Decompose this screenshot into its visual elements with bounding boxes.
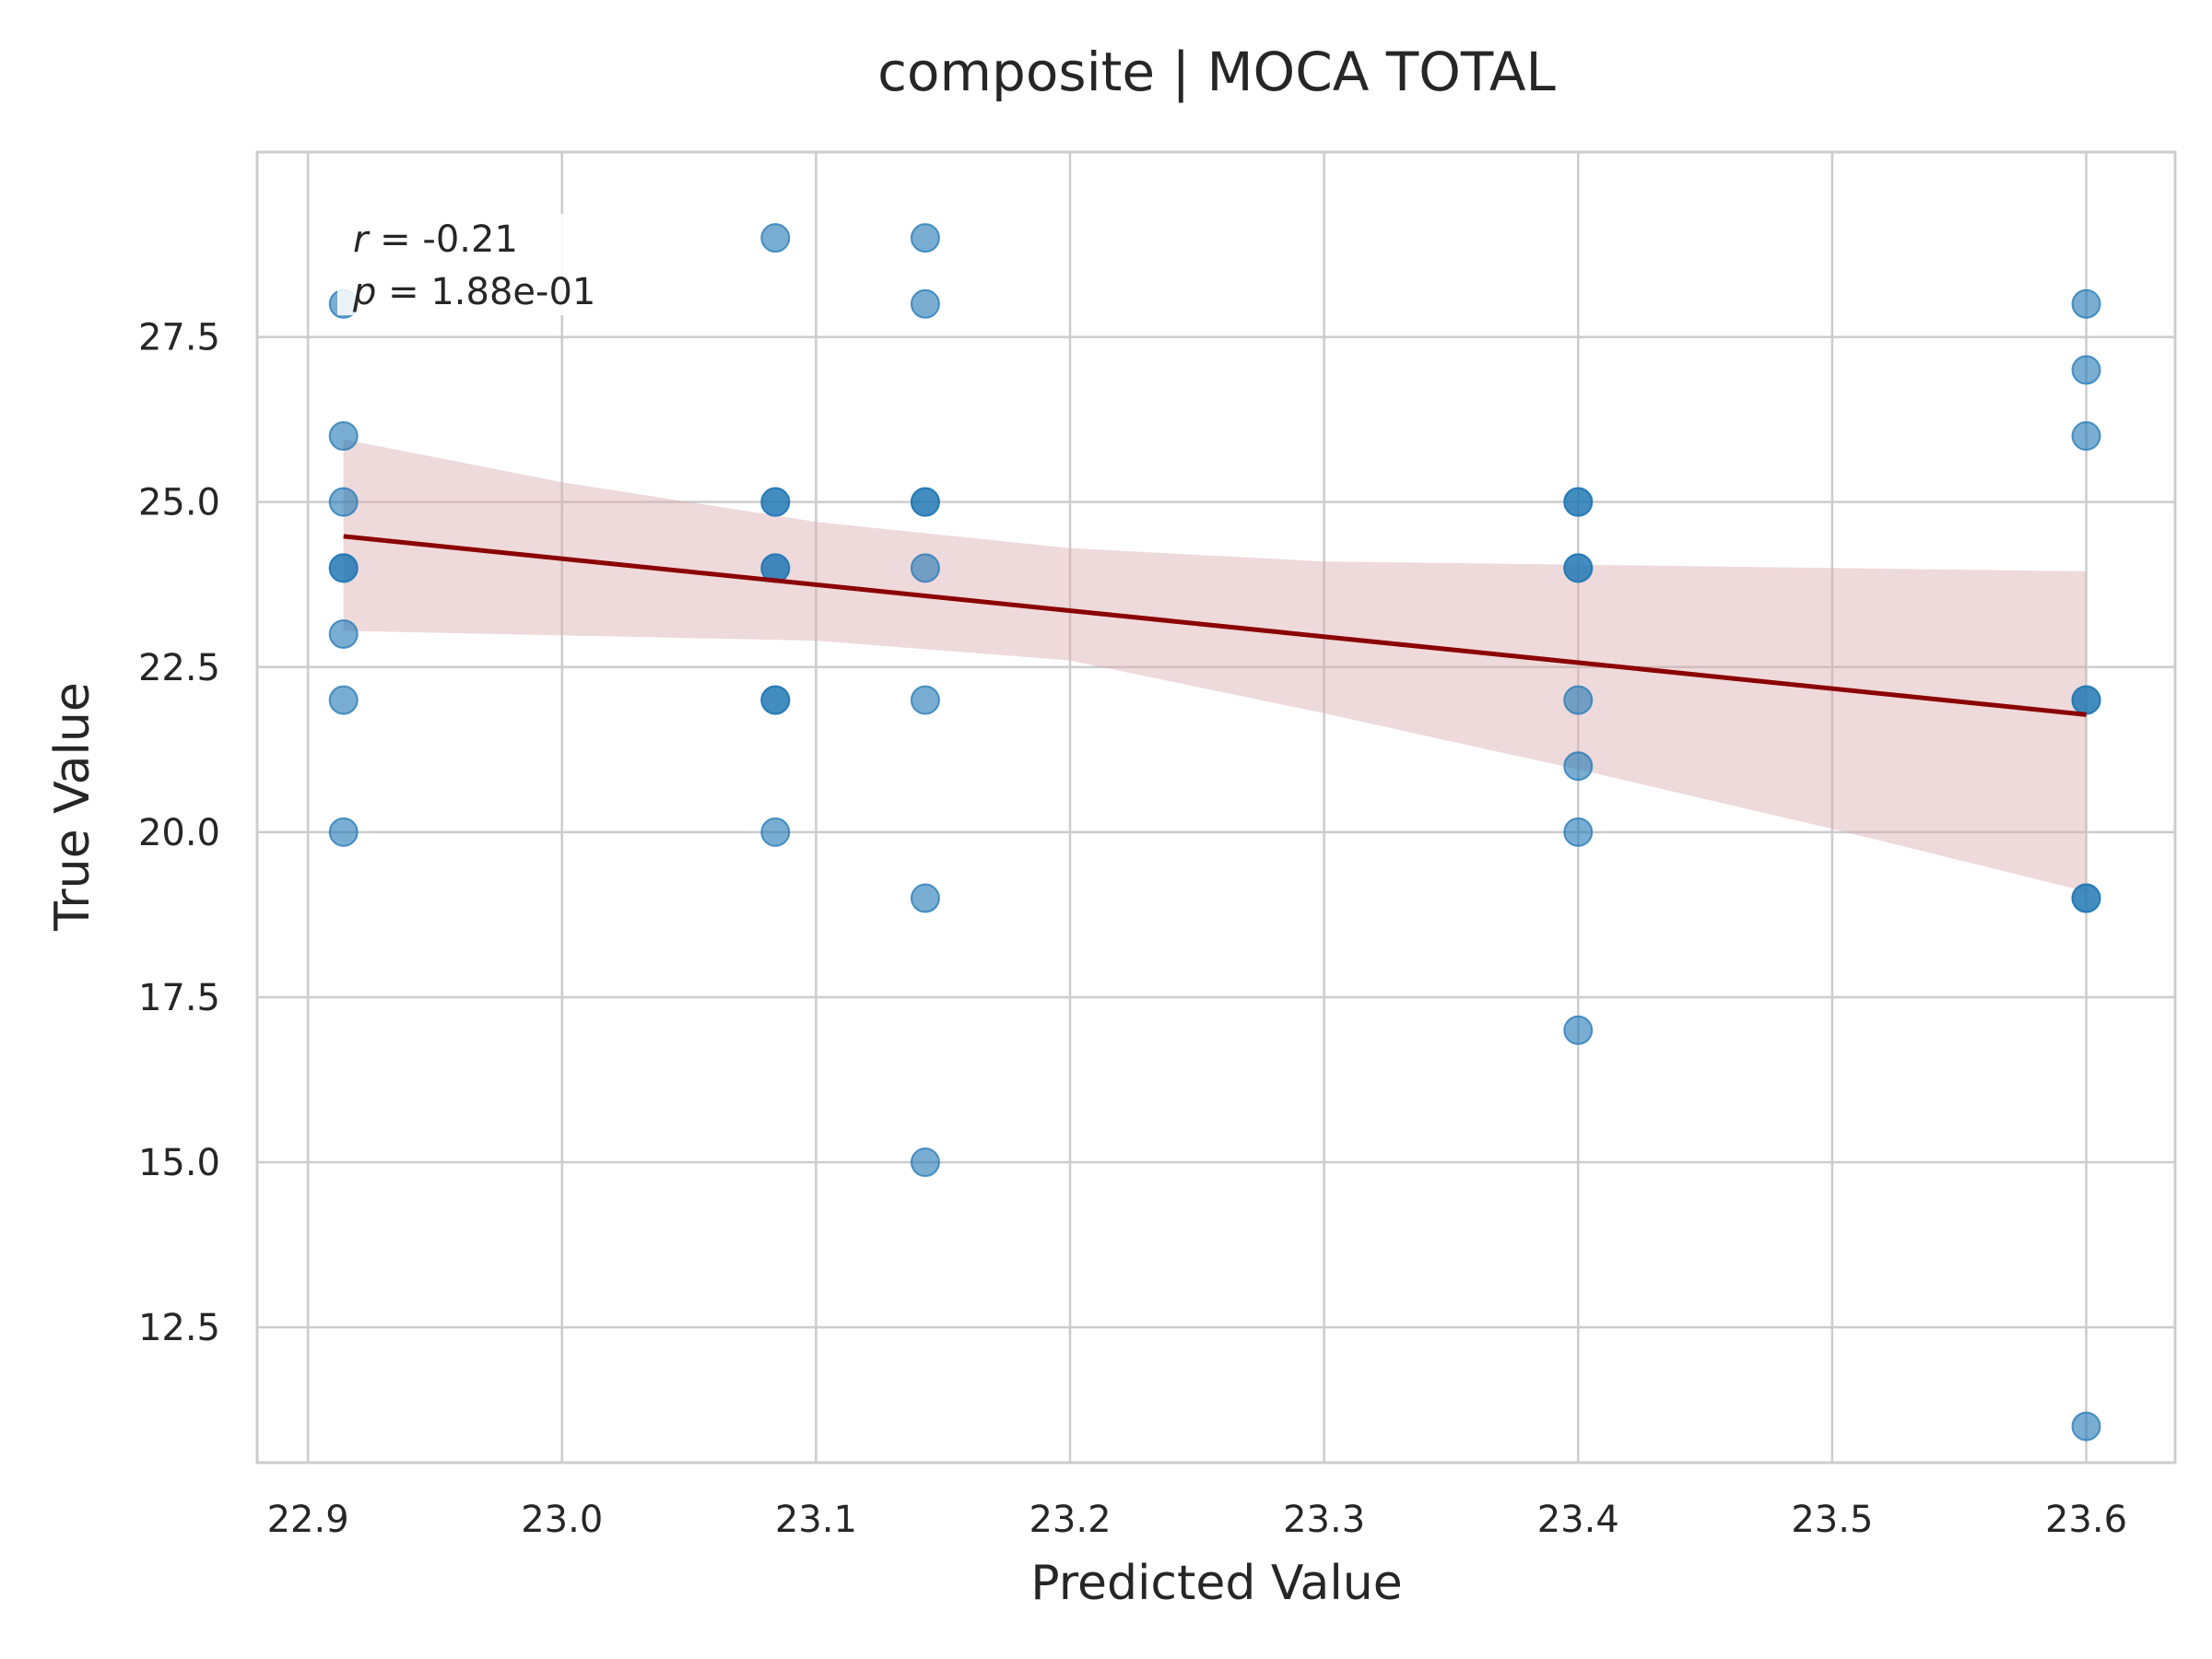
data-point — [760, 685, 791, 715]
x-tick-label: 23.1 — [775, 1499, 857, 1541]
data-point — [1563, 751, 1594, 782]
data-point — [328, 421, 359, 452]
y-tick-label: 12.5 — [138, 1307, 220, 1349]
data-point — [2071, 288, 2101, 319]
x-tick-label: 23.4 — [1537, 1499, 1619, 1541]
y-tick-label: 25.0 — [138, 482, 220, 524]
data-point — [760, 817, 791, 847]
x-tick-label: 23.6 — [2045, 1499, 2127, 1541]
data-point — [328, 817, 359, 847]
data-point — [910, 288, 940, 319]
data-points — [328, 223, 2101, 1441]
data-point — [328, 685, 359, 715]
data-point — [910, 883, 940, 913]
data-point — [328, 618, 359, 649]
data-point — [2071, 421, 2101, 452]
data-point — [760, 223, 791, 253]
data-point — [1563, 487, 1594, 517]
annotation-box — [337, 214, 671, 315]
data-point — [2071, 355, 2101, 385]
x-tick-label: 23.2 — [1029, 1499, 1111, 1541]
data-point — [328, 553, 359, 583]
x-tick-labels: 22.9 23.0 23.1 23.2 23.3 23.4 23.5 23.6 — [267, 1499, 2127, 1541]
data-point — [760, 487, 791, 517]
data-point — [1563, 1015, 1594, 1045]
data-point — [2071, 685, 2101, 715]
data-point — [910, 1147, 940, 1178]
data-point — [910, 487, 940, 517]
y-tick-label: 17.5 — [138, 977, 220, 1019]
data-point — [328, 487, 359, 517]
data-point — [1563, 553, 1594, 583]
data-point — [2071, 883, 2101, 913]
x-tick-label: 23.3 — [1283, 1499, 1365, 1541]
y-tick-label: 22.5 — [138, 647, 220, 689]
y-tick-labels: 12.5 15.0 17.5 20.0 22.5 25.0 27.5 — [138, 317, 220, 1350]
data-point — [1563, 685, 1594, 715]
data-point — [2071, 1411, 2101, 1441]
p-annotation: p = 1.88e-01 — [352, 271, 595, 313]
x-tick-label: 22.9 — [267, 1499, 349, 1541]
data-point — [910, 553, 940, 583]
y-axis-label: True Value — [45, 682, 100, 932]
confidence-band — [343, 439, 2087, 892]
plot-frame — [255, 150, 2177, 1465]
r-annotation: r = -0.21 — [353, 218, 518, 261]
y-tick-label: 27.5 — [138, 317, 220, 359]
x-tick-label: 23.0 — [521, 1499, 603, 1541]
data-point — [910, 685, 940, 715]
regression-line — [343, 534, 2087, 717]
x-axis-label: Predicted Value — [1030, 1556, 1402, 1611]
chart-title: composite | MOCA TOTAL — [877, 41, 1556, 103]
y-tick-label: 15.0 — [138, 1142, 220, 1184]
x-tick-label: 23.5 — [1791, 1499, 1873, 1541]
y-tick-label: 20.0 — [138, 812, 220, 854]
data-point — [910, 223, 940, 253]
data-point — [1563, 817, 1594, 847]
